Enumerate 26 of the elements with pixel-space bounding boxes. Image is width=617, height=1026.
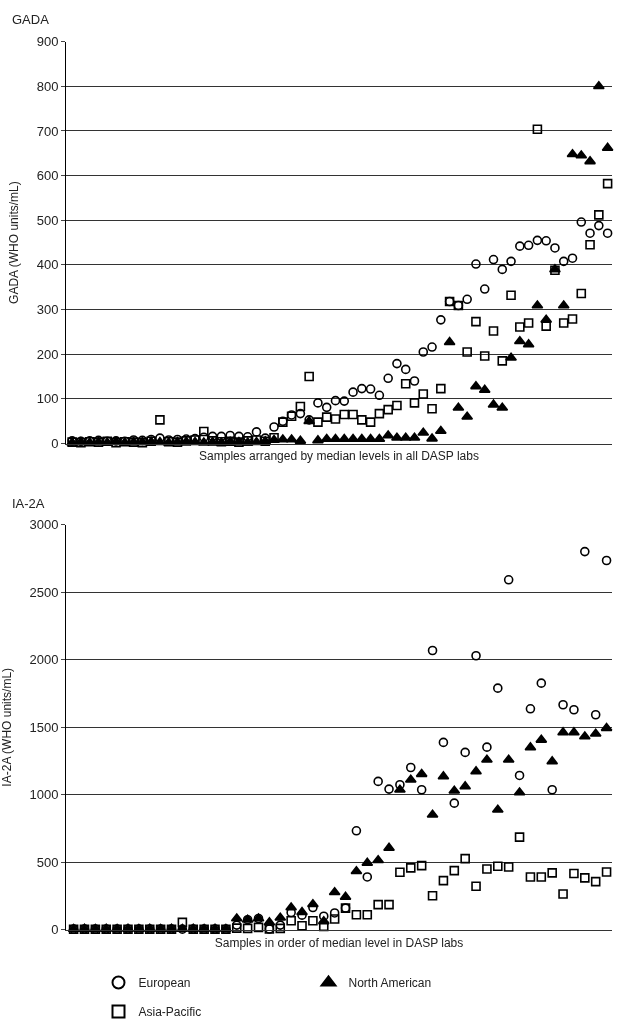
y-tick-label: 700 <box>36 123 59 139</box>
y-tick-label: 500 <box>36 212 59 228</box>
y-tick-label: 300 <box>36 302 59 318</box>
y-tick-label: 2500 <box>29 584 59 600</box>
y-tick-label: 500 <box>36 854 59 870</box>
y-tick-label: 0 <box>51 922 59 938</box>
legend-label: Asia-Pacific <box>138 1005 202 1020</box>
y-tick-label: 200 <box>36 346 59 362</box>
chart-title: IA-2A <box>12 496 45 511</box>
y-tick-label: 1500 <box>29 719 59 735</box>
y-tick-label: 600 <box>36 168 59 184</box>
y-tick-label: 3000 <box>29 517 59 533</box>
y-axis-title: IA-2A (WHO units/mL) <box>0 667 14 787</box>
legend-label: European <box>138 976 191 991</box>
y-tick-label: 800 <box>36 78 59 94</box>
chart-title: GADA <box>12 12 50 27</box>
y-axis-title: GADA (WHO units/mL) <box>7 181 21 304</box>
y-tick-label: 900 <box>36 34 59 50</box>
y-tick-label: 0 <box>51 436 59 452</box>
y-tick-label: 2000 <box>29 652 59 668</box>
x-axis-title: Samples in order of median level in DASP labs <box>214 935 464 950</box>
y-tick-label: 1000 <box>29 787 59 803</box>
x-axis-title: Samples arranged by median levels in all DASP labs <box>199 449 479 464</box>
y-tick-label: 400 <box>36 257 59 273</box>
legend-label: North American <box>348 976 432 991</box>
y-tick-label: 100 <box>36 391 59 407</box>
